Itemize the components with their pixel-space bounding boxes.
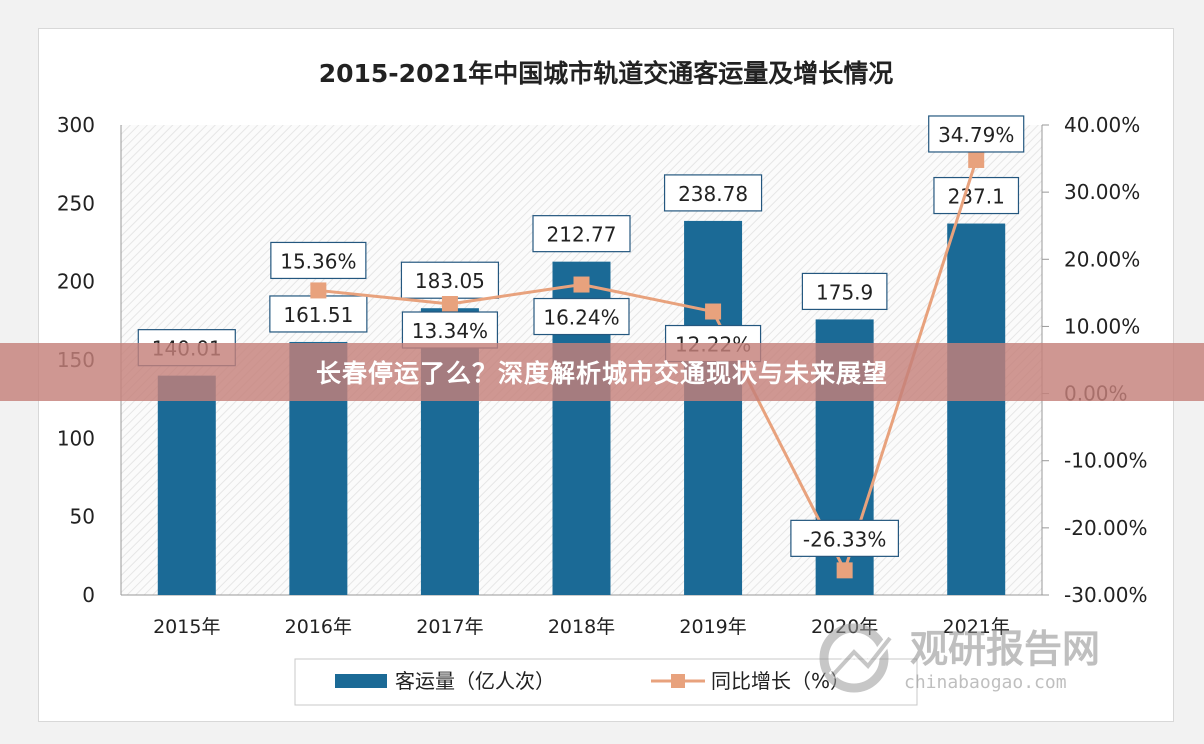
- growth-value-box: [270, 241, 367, 280]
- growth-point: [836, 562, 853, 579]
- growth-value-label: -26.33%: [803, 527, 886, 551]
- left-tick-label: 50: [70, 505, 95, 529]
- x-tick-label: 2018年: [548, 616, 615, 638]
- headline-text: 长春停运了么？深度解析城市交通现状与未来展望: [315, 359, 888, 388]
- left-tick-label: 250: [57, 191, 95, 215]
- legend-line-marker: [671, 674, 685, 688]
- bar-value-label: 212.77: [547, 223, 617, 247]
- right-tick-label: 30.00%: [1064, 180, 1140, 204]
- bar-value-box: [663, 174, 763, 212]
- bar-value-box: [400, 261, 500, 299]
- legend-bar-swatch: [335, 674, 387, 688]
- right-tick-label: 20.00%: [1064, 247, 1140, 271]
- growth-point: [968, 151, 985, 168]
- x-tick-label: 2019年: [679, 616, 746, 638]
- growth-value-box: [533, 297, 630, 336]
- left-tick-label: 100: [57, 426, 95, 450]
- left-tick-label: 200: [57, 270, 95, 294]
- bar-value-label: 175.9: [816, 280, 873, 304]
- watermark-logo-icon: [819, 623, 894, 693]
- right-tick-label: -10.00%: [1064, 449, 1147, 473]
- growth-value-label: 13.34%: [412, 319, 488, 343]
- growth-line: [318, 159, 978, 575]
- growth-value-label: 16.24%: [543, 306, 619, 330]
- chart-title: 2015-2021年中国城市轨道交通客运量及增长情况: [319, 59, 894, 88]
- right-tick-label: -30.00%: [1064, 583, 1147, 607]
- bar: [947, 223, 1006, 595]
- bar: [684, 220, 743, 596]
- growth-point: [310, 282, 327, 299]
- growth-point: [573, 276, 590, 293]
- growth-point: [705, 303, 722, 320]
- left-tick-label: 0: [82, 583, 95, 607]
- bar-value-box: [933, 176, 1020, 215]
- growth-value-box: [790, 519, 899, 557]
- x-tick-label: 2016年: [285, 616, 352, 638]
- right-tick-label: 10.00%: [1064, 314, 1140, 338]
- bar-value-label: 237.1: [948, 185, 1005, 209]
- x-tick-label: 2021年: [943, 616, 1010, 638]
- growth-value-box: [928, 115, 1025, 153]
- bar-value-label: 238.78: [678, 182, 748, 206]
- bar: [157, 375, 216, 595]
- bar-value-box: [269, 295, 368, 333]
- growth-value-label: 15.36%: [280, 249, 356, 273]
- left-tick-label: 300: [57, 113, 95, 137]
- bar-value-label: 161.51: [283, 303, 353, 327]
- watermark: 观研报告网 chinabaogao.com: [812, 616, 1132, 706]
- bar-value-box: [532, 215, 631, 253]
- x-tick-label: 2015年: [153, 616, 220, 638]
- bar-value-label: 183.05: [415, 269, 485, 293]
- watermark-url: chinabaogao.com: [904, 672, 1067, 693]
- bar-value-box: [801, 272, 888, 311]
- watermark-title: 观研报告网: [910, 627, 1101, 671]
- legend-bar-label: 客运量（亿人次）: [395, 669, 555, 693]
- growth-value-label: 34.79%: [938, 123, 1014, 147]
- growth-value-box: [401, 311, 499, 349]
- x-tick-label: 2017年: [416, 616, 483, 638]
- legend-box: [294, 658, 918, 706]
- growth-point: [441, 296, 458, 313]
- right-tick-label: 40.00%: [1064, 113, 1140, 137]
- right-tick-label: -20.00%: [1064, 516, 1147, 540]
- headline-banner: 长春停运了么？深度解析城市交通现状与未来展望: [0, 343, 1204, 401]
